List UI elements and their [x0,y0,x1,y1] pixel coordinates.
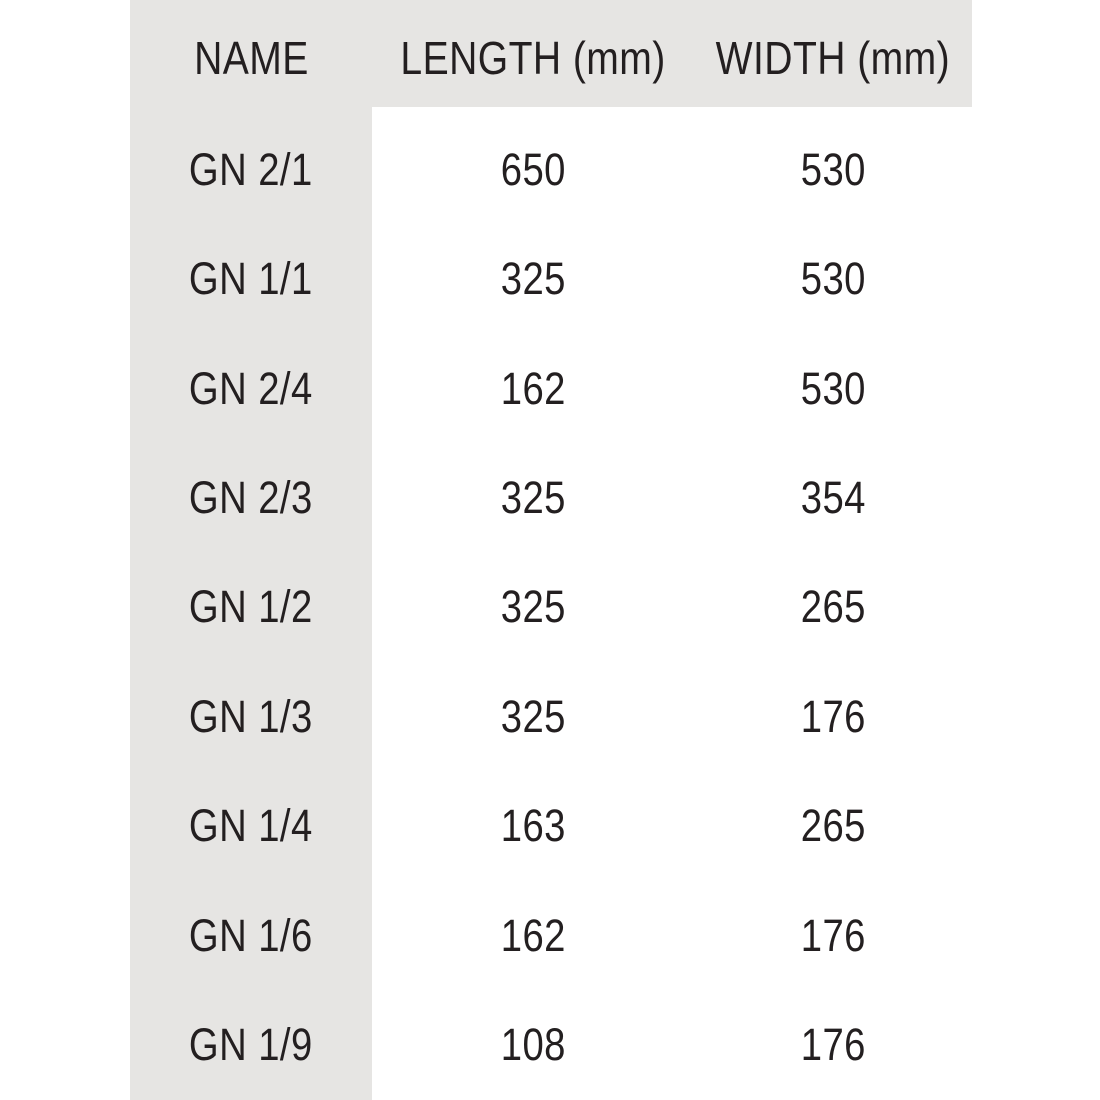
length-cell: 325 [372,224,694,333]
row-name: GN 1/6 [189,909,313,961]
row-length: 162 [500,909,566,961]
name-cell: GN 2/1 [130,115,372,224]
row-name: GN 1/4 [189,800,313,852]
name-cell: GN 1/3 [130,662,372,771]
name-cell: GN 2/3 [130,443,372,552]
row-length: 162 [500,362,566,414]
row-length: 325 [500,690,566,742]
length-cell: 325 [372,662,694,771]
name-cell: GN 1/2 [130,553,372,662]
name-cell: GN 2/4 [130,334,372,443]
row-width: 354 [800,472,866,524]
row-name: GN 1/2 [189,581,313,633]
row-width: 530 [800,362,866,414]
width-cell: 530 [694,224,972,333]
row-length: 163 [500,800,566,852]
row-length: 325 [500,581,566,633]
name-cell: GN 1/4 [130,772,372,881]
column-header-width: WIDTH (mm) [694,0,972,115]
row-width: 265 [800,800,866,852]
length-cell: 650 [372,115,694,224]
row-width: 176 [800,1019,866,1071]
width-cell: 530 [694,115,972,224]
length-cell: 325 [372,553,694,662]
length-cell: 162 [372,334,694,443]
column-header-width-label: WIDTH (mm) [715,31,951,84]
width-cell: 176 [694,991,972,1100]
column-header-length-label: LENGTH (mm) [400,31,666,84]
name-cell: GN 1/1 [130,224,372,333]
row-width: 530 [800,253,866,305]
row-name: GN 2/1 [189,143,313,195]
row-width: 176 [800,690,866,742]
column-header-name-label: NAME [193,31,309,84]
length-cell: 108 [372,991,694,1100]
name-cell: GN 1/9 [130,991,372,1100]
column-header-length: LENGTH (mm) [372,0,694,115]
row-name: GN 1/3 [189,690,313,742]
name-cell: GN 1/6 [130,881,372,990]
row-length: 325 [500,253,566,305]
row-length: 108 [500,1019,566,1071]
row-name: GN 2/4 [189,362,313,414]
name-column-band [130,0,372,1100]
width-cell: 176 [694,881,972,990]
size-table-grid: NAME LENGTH (mm) WIDTH (mm) GN 2/1 650 5… [130,0,972,1100]
header-band [130,0,972,107]
width-cell: 354 [694,443,972,552]
length-cell: 325 [372,443,694,552]
column-header-name: NAME [130,0,372,115]
length-cell: 163 [372,772,694,881]
row-width: 530 [800,143,866,195]
row-width: 265 [800,581,866,633]
row-length: 650 [500,143,566,195]
width-cell: 265 [694,772,972,881]
row-name: GN 2/3 [189,472,313,524]
row-length: 325 [500,472,566,524]
length-cell: 162 [372,881,694,990]
row-width: 176 [800,909,866,961]
row-name: GN 1/9 [189,1019,313,1071]
width-cell: 176 [694,662,972,771]
width-cell: 265 [694,553,972,662]
width-cell: 530 [694,334,972,443]
row-name: GN 1/1 [189,253,313,305]
